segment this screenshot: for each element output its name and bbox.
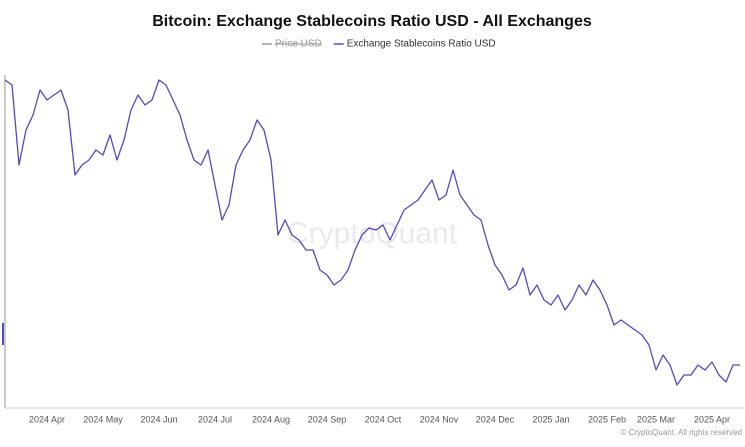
- series-line: [4, 79, 740, 386]
- x-tick-label: 2024 Nov: [420, 414, 459, 424]
- footer: © CryptoQuant. All rights reserved: [621, 428, 743, 437]
- chart-title: Bitcoin: Exchange Stablecoins Ratio USD …: [152, 13, 592, 30]
- x-tick-label: 2025 Apr: [694, 414, 730, 424]
- x-tick-label: 2025 Mar: [637, 414, 675, 424]
- x-tick-label: 2024 Aug: [252, 414, 290, 424]
- x-tick-label: 2024 Apr: [29, 414, 65, 424]
- x-tick-label: 2024 Jun: [140, 414, 177, 424]
- legend: Price USD Exchange Stablecoins Ratio USD: [262, 39, 496, 50]
- watermark: CryptoQuant: [287, 217, 458, 250]
- x-tick-label: 2024 May: [83, 414, 123, 424]
- x-tick-label: 2025 Feb: [588, 414, 626, 424]
- legend-label: Exchange Stablecoins Ratio USD: [347, 39, 496, 50]
- x-tick-label: 2024 Oct: [365, 414, 402, 424]
- x-tick-label: 2025 Jan: [532, 414, 569, 424]
- x-tick-label: 2024 Sep: [308, 414, 347, 424]
- x-tick-label: 2024 Jul: [198, 414, 232, 424]
- x-tick-label: 2024 Dec: [476, 414, 515, 424]
